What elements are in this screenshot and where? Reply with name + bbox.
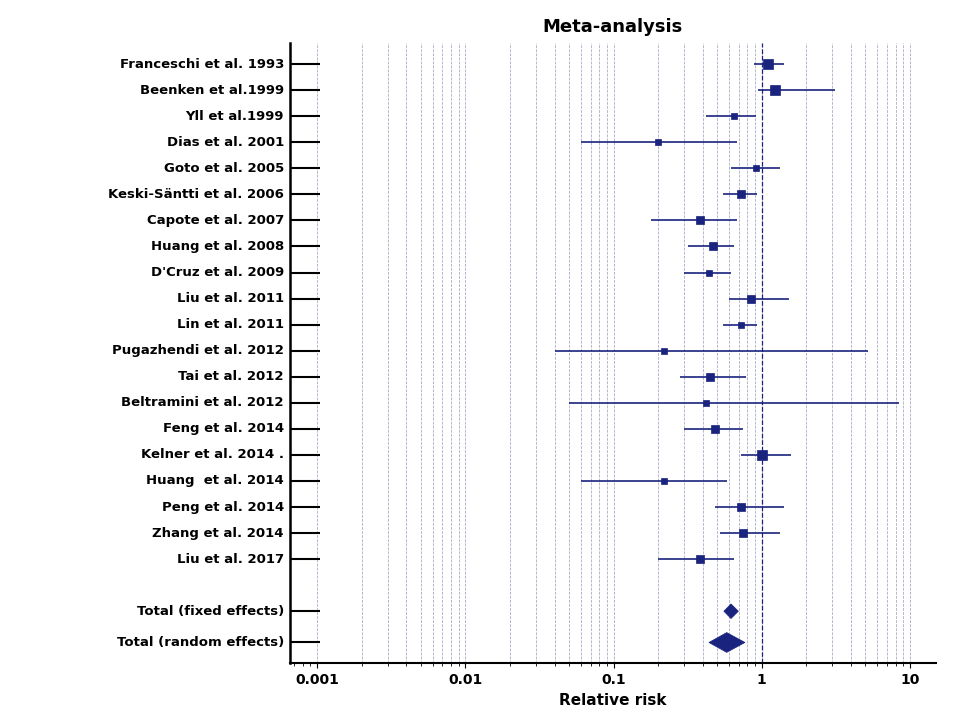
- Text: Beenken et al.1999: Beenken et al.1999: [140, 84, 284, 97]
- Text: Keski-Säntti et al. 2006: Keski-Säntti et al. 2006: [108, 188, 284, 201]
- Text: Dias et al. 2001: Dias et al. 2001: [167, 136, 284, 149]
- Polygon shape: [709, 632, 745, 653]
- Text: Total (fixed effects): Total (fixed effects): [137, 605, 284, 618]
- Text: Huang  et al. 2014: Huang et al. 2014: [146, 474, 284, 487]
- Title: Meta-analysis: Meta-analysis: [542, 18, 683, 36]
- Text: D'Cruz et al. 2009: D'Cruz et al. 2009: [151, 266, 284, 279]
- Text: Goto et al. 2005: Goto et al. 2005: [164, 162, 284, 174]
- Text: Kelner et al. 2014 .: Kelner et al. 2014 .: [141, 448, 284, 461]
- Text: Zhang et al. 2014: Zhang et al. 2014: [152, 526, 284, 539]
- Text: Liu et al. 2017: Liu et al. 2017: [177, 552, 284, 565]
- Polygon shape: [724, 604, 738, 619]
- Text: Tai et al. 2012: Tai et al. 2012: [179, 371, 284, 384]
- Text: Total (random effects): Total (random effects): [117, 636, 284, 649]
- Text: Pugazhendi et al. 2012: Pugazhendi et al. 2012: [112, 344, 284, 357]
- Text: Capote et al. 2007: Capote et al. 2007: [147, 214, 284, 227]
- Text: Yll et al.1999: Yll et al.1999: [185, 110, 284, 123]
- Text: Huang et al. 2008: Huang et al. 2008: [151, 240, 284, 253]
- Text: Franceschi et al. 1993: Franceschi et al. 1993: [120, 58, 284, 71]
- Text: Lin et al. 2011: Lin et al. 2011: [177, 318, 284, 331]
- Text: Beltramini et al. 2012: Beltramini et al. 2012: [122, 397, 284, 410]
- Text: Peng et al. 2014: Peng et al. 2014: [162, 500, 284, 513]
- X-axis label: Relative risk: Relative risk: [559, 693, 667, 707]
- Text: Feng et al. 2014: Feng et al. 2014: [163, 423, 284, 435]
- Text: Liu et al. 2011: Liu et al. 2011: [177, 292, 284, 305]
